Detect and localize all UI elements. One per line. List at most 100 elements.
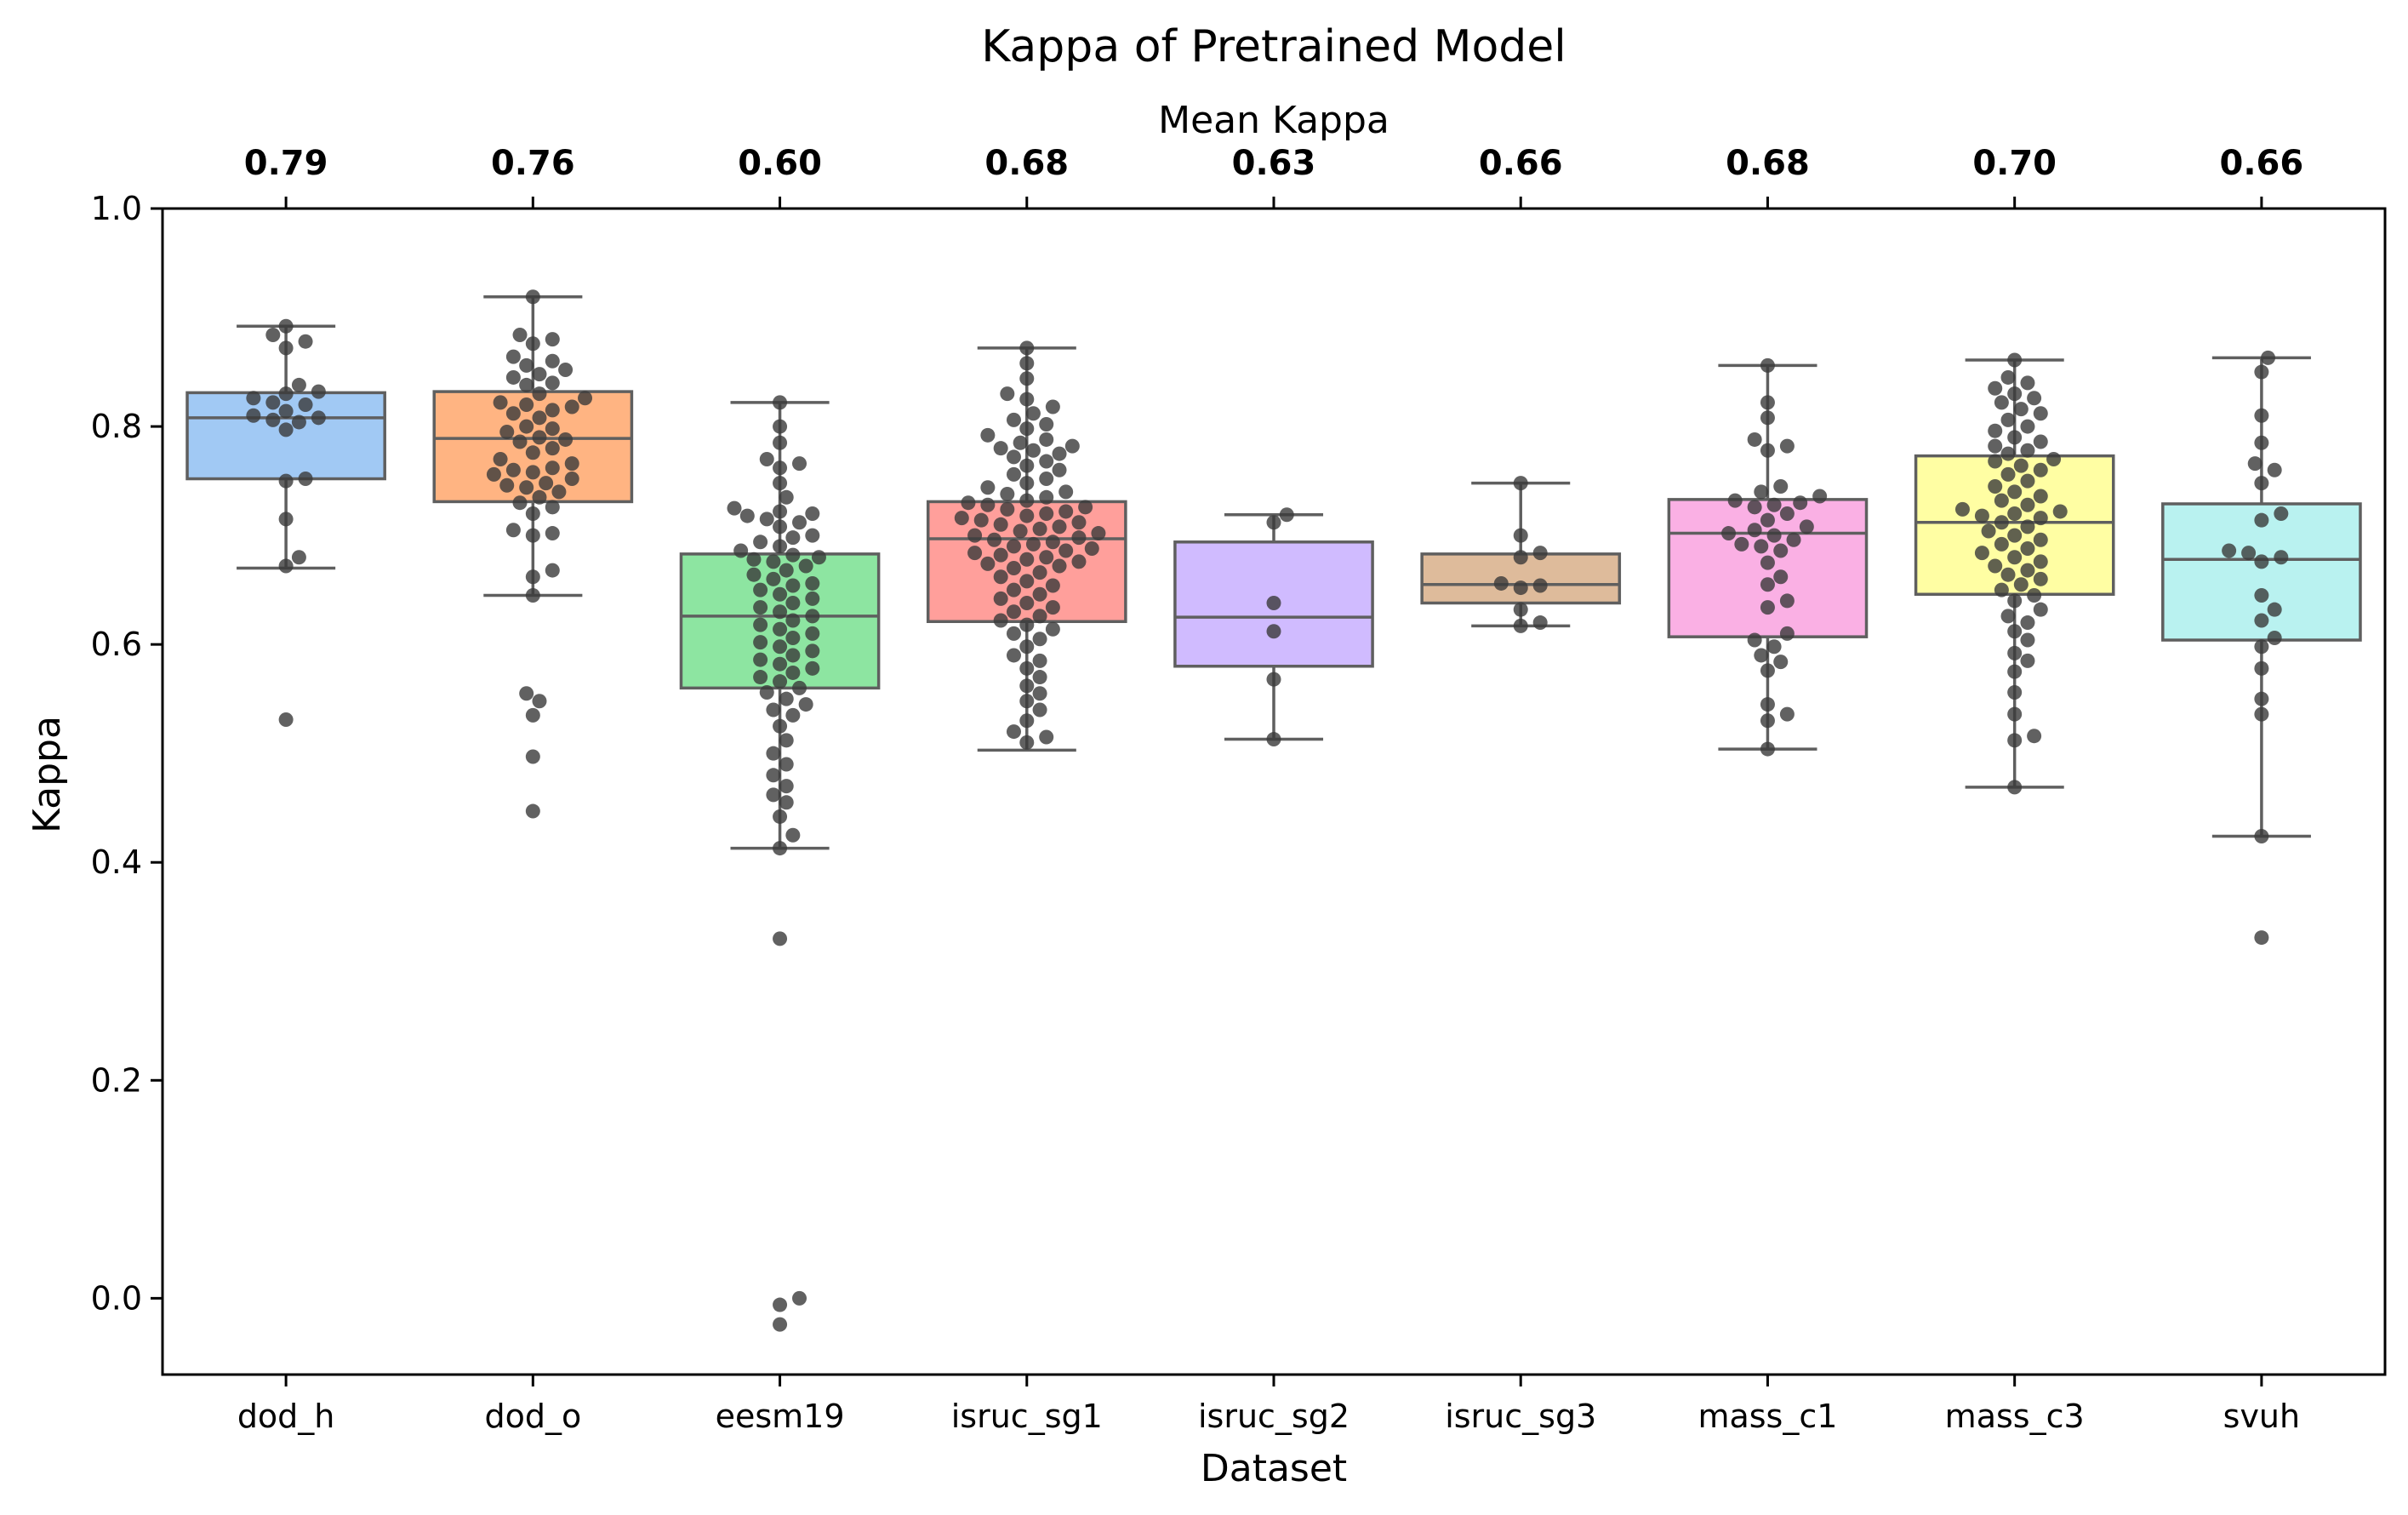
swarm-point xyxy=(2007,706,2023,722)
swarm-point xyxy=(1039,432,1054,447)
swarm-point xyxy=(2000,412,2016,427)
swarm-point xyxy=(773,604,788,620)
swarm-point xyxy=(1994,515,2009,530)
swarm-point xyxy=(2000,567,2016,582)
swarm-point xyxy=(2000,466,2016,482)
swarm-point xyxy=(519,480,534,495)
swarm-point xyxy=(1513,602,1528,617)
swarm-point xyxy=(766,746,781,761)
swarm-point xyxy=(246,408,261,423)
box-group-isruc_sg3 xyxy=(1420,476,1622,633)
swarm-point xyxy=(1266,672,1281,687)
swarm-point xyxy=(1747,632,1762,648)
swarm-point xyxy=(2013,458,2029,473)
swarm-point xyxy=(499,424,515,439)
swarm-point xyxy=(545,375,560,391)
swarm-point xyxy=(773,476,788,491)
swarm-point xyxy=(2007,624,2023,639)
swarm-point xyxy=(1988,454,2003,469)
swarm-point xyxy=(499,477,515,493)
swarm-point xyxy=(1793,495,1808,511)
swarm-point xyxy=(2020,473,2035,489)
swarm-point xyxy=(505,462,521,477)
swarm-point xyxy=(1760,512,1775,528)
swarm-point xyxy=(512,328,528,343)
swarm-point xyxy=(1988,438,2003,454)
swarm-point xyxy=(512,434,528,449)
swarm-point xyxy=(1019,660,1035,676)
swarm-point xyxy=(980,497,996,512)
swarm-point xyxy=(1052,519,1067,535)
swarm-point xyxy=(1760,697,1775,712)
swarm-point xyxy=(525,336,540,352)
top-axis-title: Mean Kappa xyxy=(1158,99,1389,142)
swarm-point xyxy=(1019,595,1035,610)
swarm-point xyxy=(1019,356,1035,371)
swarm-point xyxy=(773,674,788,689)
swarm-point xyxy=(773,519,788,535)
mean-kappa-label: 0.70 xyxy=(1972,144,2057,183)
swarm-point xyxy=(278,712,294,727)
swarm-point xyxy=(1513,528,1528,543)
swarm-point xyxy=(1279,507,1294,523)
swarm-point xyxy=(2007,352,2023,368)
swarm-point xyxy=(278,340,294,356)
swarm-point xyxy=(298,397,313,412)
swarm-point xyxy=(551,484,567,500)
swarm-point xyxy=(532,367,547,382)
swarm-point xyxy=(1039,550,1054,565)
swarm-point xyxy=(1532,615,1548,631)
swarm-point xyxy=(1760,600,1775,615)
swarm-point xyxy=(545,500,560,515)
swarm-point xyxy=(1019,713,1035,729)
swarm-point xyxy=(1513,476,1528,491)
swarm-point xyxy=(1025,406,1041,421)
swarm-point xyxy=(2267,462,2282,477)
swarm-point xyxy=(519,377,534,392)
swarm-point xyxy=(2254,613,2269,628)
swarm-point xyxy=(525,588,540,603)
swarm-point xyxy=(773,718,788,734)
swarm-point xyxy=(1721,526,1737,541)
swarm-point xyxy=(1039,729,1054,745)
swarm-point xyxy=(993,613,1008,628)
swarm-point xyxy=(2254,476,2269,491)
swarm-point xyxy=(278,558,294,574)
swarm-point xyxy=(1766,639,1782,655)
swarm-point xyxy=(1019,421,1035,437)
y-tick-label: 0.0 xyxy=(91,1279,142,1317)
mean-kappa-label: 0.63 xyxy=(1232,144,1316,183)
swarm-point xyxy=(993,441,1008,456)
swarm-point xyxy=(1006,412,1021,427)
swarm-point xyxy=(2027,588,2042,603)
swarm-point xyxy=(766,768,781,783)
swarm-point xyxy=(805,575,820,591)
swarm-point xyxy=(2033,434,2048,449)
swarm-point xyxy=(773,931,788,946)
swarm-point xyxy=(1039,472,1054,487)
swarm-point xyxy=(2020,632,2035,648)
swarm-point xyxy=(2254,512,2269,528)
swarm-point xyxy=(2013,402,2029,417)
swarm-point xyxy=(1773,655,1789,670)
swarm-point xyxy=(1064,438,1080,454)
swarm-point xyxy=(766,787,781,803)
swarm-point xyxy=(1078,500,1093,515)
swarm-point xyxy=(2007,528,2023,543)
swarm-point xyxy=(2007,780,2023,795)
swarm-point xyxy=(1760,663,1775,678)
swarm-point xyxy=(2046,451,2062,466)
swarm-point xyxy=(525,803,540,819)
swarm-point xyxy=(2007,484,2023,500)
swarm-point xyxy=(1994,582,2009,597)
swarm-point xyxy=(993,591,1008,606)
swarm-point xyxy=(564,472,579,487)
swarm-point xyxy=(733,543,749,558)
swarm-point xyxy=(2020,419,2035,434)
swarm-point xyxy=(2020,615,2035,631)
swarm-point xyxy=(980,556,996,571)
swarm-point xyxy=(525,707,540,723)
swarm-point xyxy=(2254,639,2269,655)
swarm-point xyxy=(1019,735,1035,750)
swarm-point xyxy=(298,334,313,349)
